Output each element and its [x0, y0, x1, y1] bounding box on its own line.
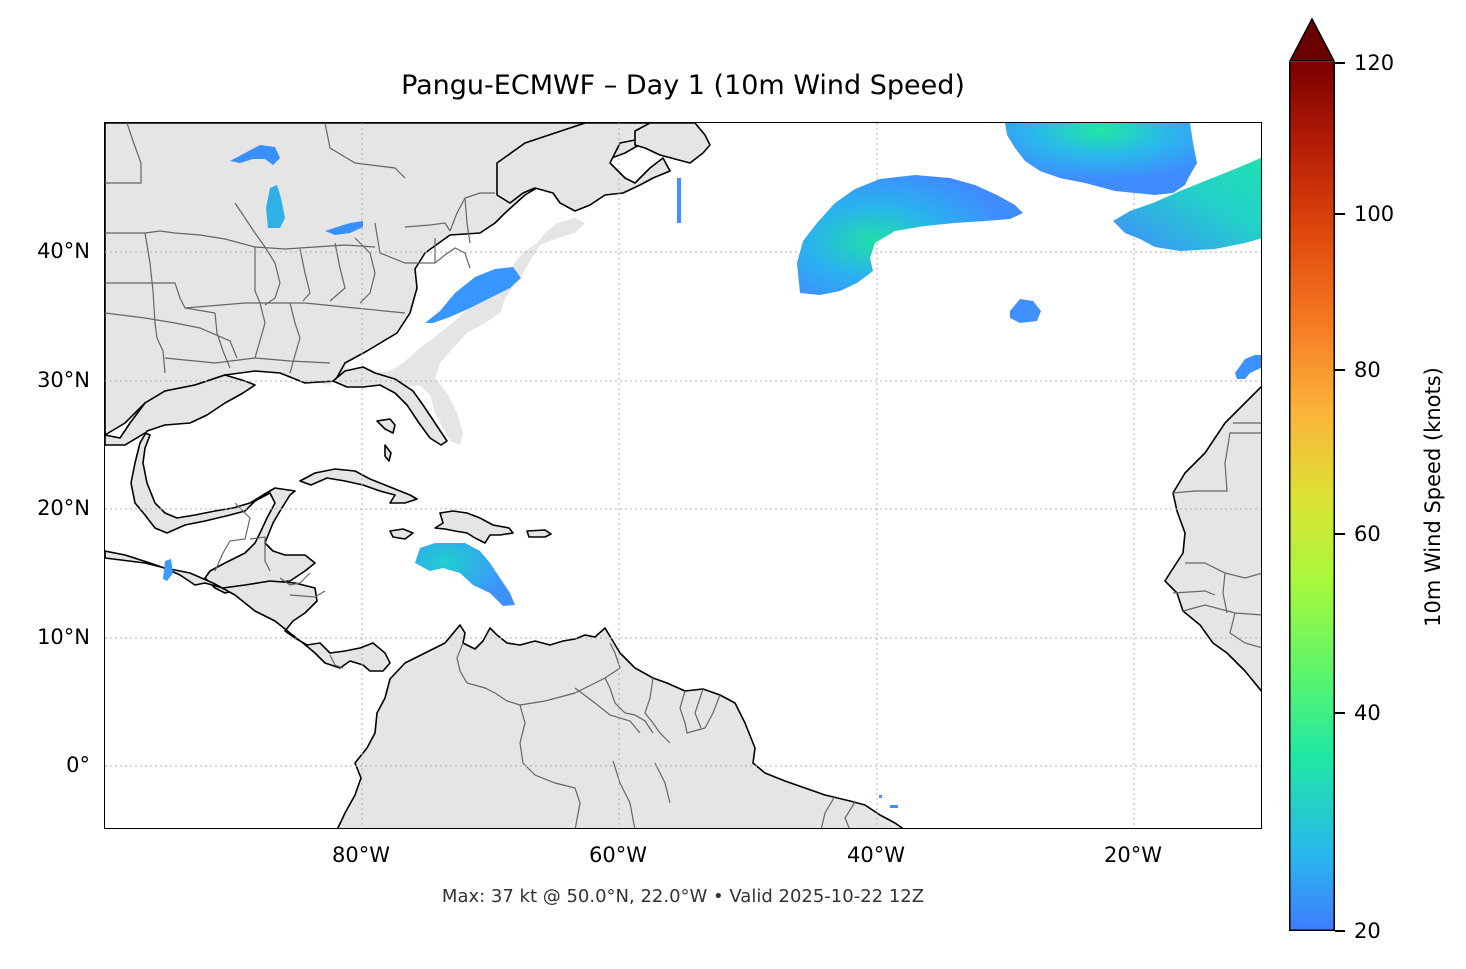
colorbar-label-40: 40 — [1354, 701, 1381, 725]
colorbar-extend-arrow — [1289, 18, 1335, 62]
map-canvas — [105, 123, 1261, 828]
lat-label-0: 0° — [66, 753, 90, 777]
lat-label-40n: 40°N — [37, 239, 90, 263]
colorbar-title: 10m Wind Speed (knots) — [1421, 367, 1445, 627]
colorbar-tick-80 — [1335, 369, 1345, 371]
max-wind-annotation: Max: 37 kt @ 50.0°N, 22.0°W • Valid 2025… — [441, 886, 925, 907]
lat-label-10n: 10°N — [37, 625, 90, 649]
colorbar-label-100: 100 — [1354, 202, 1395, 226]
lon-label-80w: 80°W — [332, 843, 390, 867]
colorbar-tick-120 — [1335, 62, 1345, 64]
colorbar-label-20: 20 — [1354, 919, 1381, 943]
colorbar-tick-100 — [1335, 213, 1345, 215]
colorbar-label-120: 120 — [1354, 51, 1395, 75]
lon-label-40w: 40°W — [847, 843, 905, 867]
chart-title: Pangu-ECMWF – Day 1 (10m Wind Speed) — [401, 70, 965, 101]
colorbar-tick-60 — [1335, 533, 1345, 535]
map-panel[interactable] — [104, 122, 1262, 829]
lon-label-20w: 20°W — [1104, 843, 1162, 867]
lon-label-60w: 60°W — [589, 843, 647, 867]
colorbar-tick-20 — [1335, 930, 1345, 932]
lat-label-30n: 30°N — [37, 368, 90, 392]
gridlines — [105, 123, 1261, 828]
colorbar-tick-40 — [1335, 712, 1345, 714]
land-north-america — [105, 123, 1261, 828]
colorbar — [1289, 62, 1335, 931]
lat-label-20n: 20°N — [37, 496, 90, 520]
borders — [105, 123, 1261, 828]
colorbar-label-80: 80 — [1354, 358, 1381, 382]
wind-speed-shading — [163, 123, 1261, 808]
colorbar-label-60: 60 — [1354, 522, 1381, 546]
